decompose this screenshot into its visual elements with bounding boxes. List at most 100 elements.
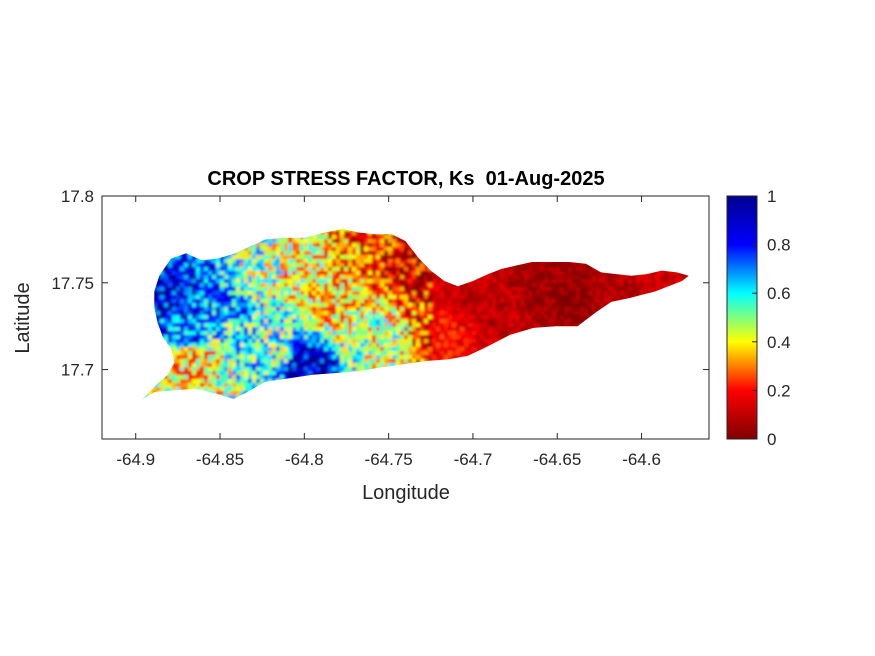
- heatmap-cell: [632, 267, 637, 272]
- heatmap-cell: [380, 303, 385, 308]
- heatmap-cell: [224, 231, 229, 236]
- heatmap-cell: [372, 319, 377, 324]
- heatmap-cell: [468, 235, 473, 240]
- heatmap-cell: [580, 247, 585, 252]
- heatmap-cell: [604, 291, 609, 296]
- heatmap-cell: [160, 239, 165, 244]
- heatmap-cell: [188, 339, 193, 344]
- heatmap-cell: [284, 229, 289, 232]
- heatmap-cell: [484, 327, 489, 332]
- heatmap-cell: [608, 323, 613, 328]
- heatmap-cell: [672, 247, 677, 252]
- heatmap-cell: [416, 219, 421, 224]
- heatmap-cell: [156, 315, 161, 320]
- heatmap-cell: [520, 331, 525, 336]
- heatmap-cell: [528, 339, 533, 344]
- heatmap-cell: [608, 283, 613, 288]
- heatmap-cell: [328, 287, 333, 292]
- heatmap-cell: [468, 323, 473, 328]
- heatmap-cell: [464, 229, 469, 232]
- heatmap-cell: [324, 295, 329, 300]
- heatmap-cell: [280, 335, 285, 340]
- heatmap-cell: [296, 215, 301, 220]
- heatmap-cell: [572, 343, 577, 348]
- heatmap-cell: [588, 343, 593, 348]
- heatmap-cell: [544, 283, 549, 288]
- heatmap-cell: [368, 331, 373, 336]
- heatmap-cell: [680, 239, 685, 244]
- heatmap-cell: [484, 239, 489, 244]
- heatmap-cell: [316, 339, 321, 344]
- heatmap-cell: [588, 239, 593, 244]
- heatmap-cell: [364, 239, 369, 244]
- heatmap-cell: [476, 307, 481, 312]
- heatmap-cell: [356, 259, 361, 264]
- heatmap-cell: [488, 295, 493, 300]
- heatmap-cell: [620, 315, 625, 320]
- heatmap-cell: [216, 231, 221, 236]
- heatmap-cell: [256, 247, 261, 252]
- heatmap-cell: [228, 287, 233, 292]
- heatmap-cell: [660, 283, 665, 288]
- heatmap-cell: [135, 247, 137, 252]
- heatmap-cell: [412, 259, 417, 264]
- heatmap-cell: [636, 223, 641, 228]
- heatmap-cell: [604, 319, 609, 324]
- heatmap-cell: [228, 339, 233, 344]
- heatmap-cell: [616, 243, 621, 248]
- heatmap-cell: [272, 291, 277, 296]
- heatmap-cell: [680, 319, 685, 324]
- heatmap-cell: [196, 231, 201, 236]
- heatmap-cell: [468, 315, 473, 320]
- heatmap-cell: [532, 347, 537, 352]
- heatmap-cell: [500, 283, 505, 288]
- heatmap-cell: [680, 279, 685, 284]
- heatmap-cell: [464, 255, 469, 260]
- heatmap-cell: [384, 275, 389, 280]
- heatmap-cell: [256, 223, 261, 228]
- heatmap-cell: [232, 263, 237, 268]
- heatmap-cell: [172, 287, 177, 292]
- heatmap-cell: [200, 247, 205, 252]
- heatmap-cell: [564, 215, 569, 220]
- heatmap-cell: [216, 223, 221, 228]
- heatmap-cell: [135, 303, 137, 308]
- heatmap-cell: [676, 295, 681, 300]
- heatmap-cell: [200, 351, 205, 356]
- heatmap-cell: [128, 351, 133, 356]
- heatmap-cell: [292, 327, 297, 332]
- heatmap-cell: [652, 351, 657, 356]
- heatmap-cell: [544, 219, 549, 224]
- heatmap-cell: [372, 247, 377, 252]
- heatmap-cell: [320, 303, 325, 308]
- heatmap-cell: [252, 259, 257, 264]
- heatmap-cell: [176, 331, 181, 336]
- heatmap-cell: [420, 299, 425, 304]
- heatmap-cell: [532, 307, 537, 312]
- heatmap-cell: [184, 263, 189, 268]
- heatmap-cell: [668, 283, 673, 288]
- heatmap-cell: [516, 259, 521, 264]
- heatmap-cell: [128, 267, 133, 272]
- heatmap-cell: [176, 231, 181, 236]
- heatmap-cell: [688, 339, 689, 344]
- heatmap-cell: [336, 295, 341, 300]
- heatmap-cell: [192, 339, 197, 344]
- heatmap-cell: [172, 223, 177, 228]
- heatmap-cell: [688, 315, 689, 320]
- heatmap-cell: [140, 219, 145, 224]
- heatmap-cell: [568, 279, 573, 284]
- heatmap-cell: [612, 323, 617, 328]
- heatmap-cell: [324, 315, 329, 320]
- heatmap-cell: [164, 283, 169, 288]
- heatmap-cell: [472, 275, 477, 280]
- heatmap-cell: [524, 279, 529, 284]
- heatmap-cell: [252, 275, 257, 280]
- heatmap-cell: [492, 251, 497, 256]
- heatmap-cell: [200, 235, 205, 240]
- heatmap-cell: [576, 239, 581, 244]
- heatmap-cell: [536, 239, 541, 244]
- heatmap-cell: [376, 263, 381, 268]
- heatmap-cell: [492, 271, 497, 276]
- heatmap-cell: [188, 243, 193, 248]
